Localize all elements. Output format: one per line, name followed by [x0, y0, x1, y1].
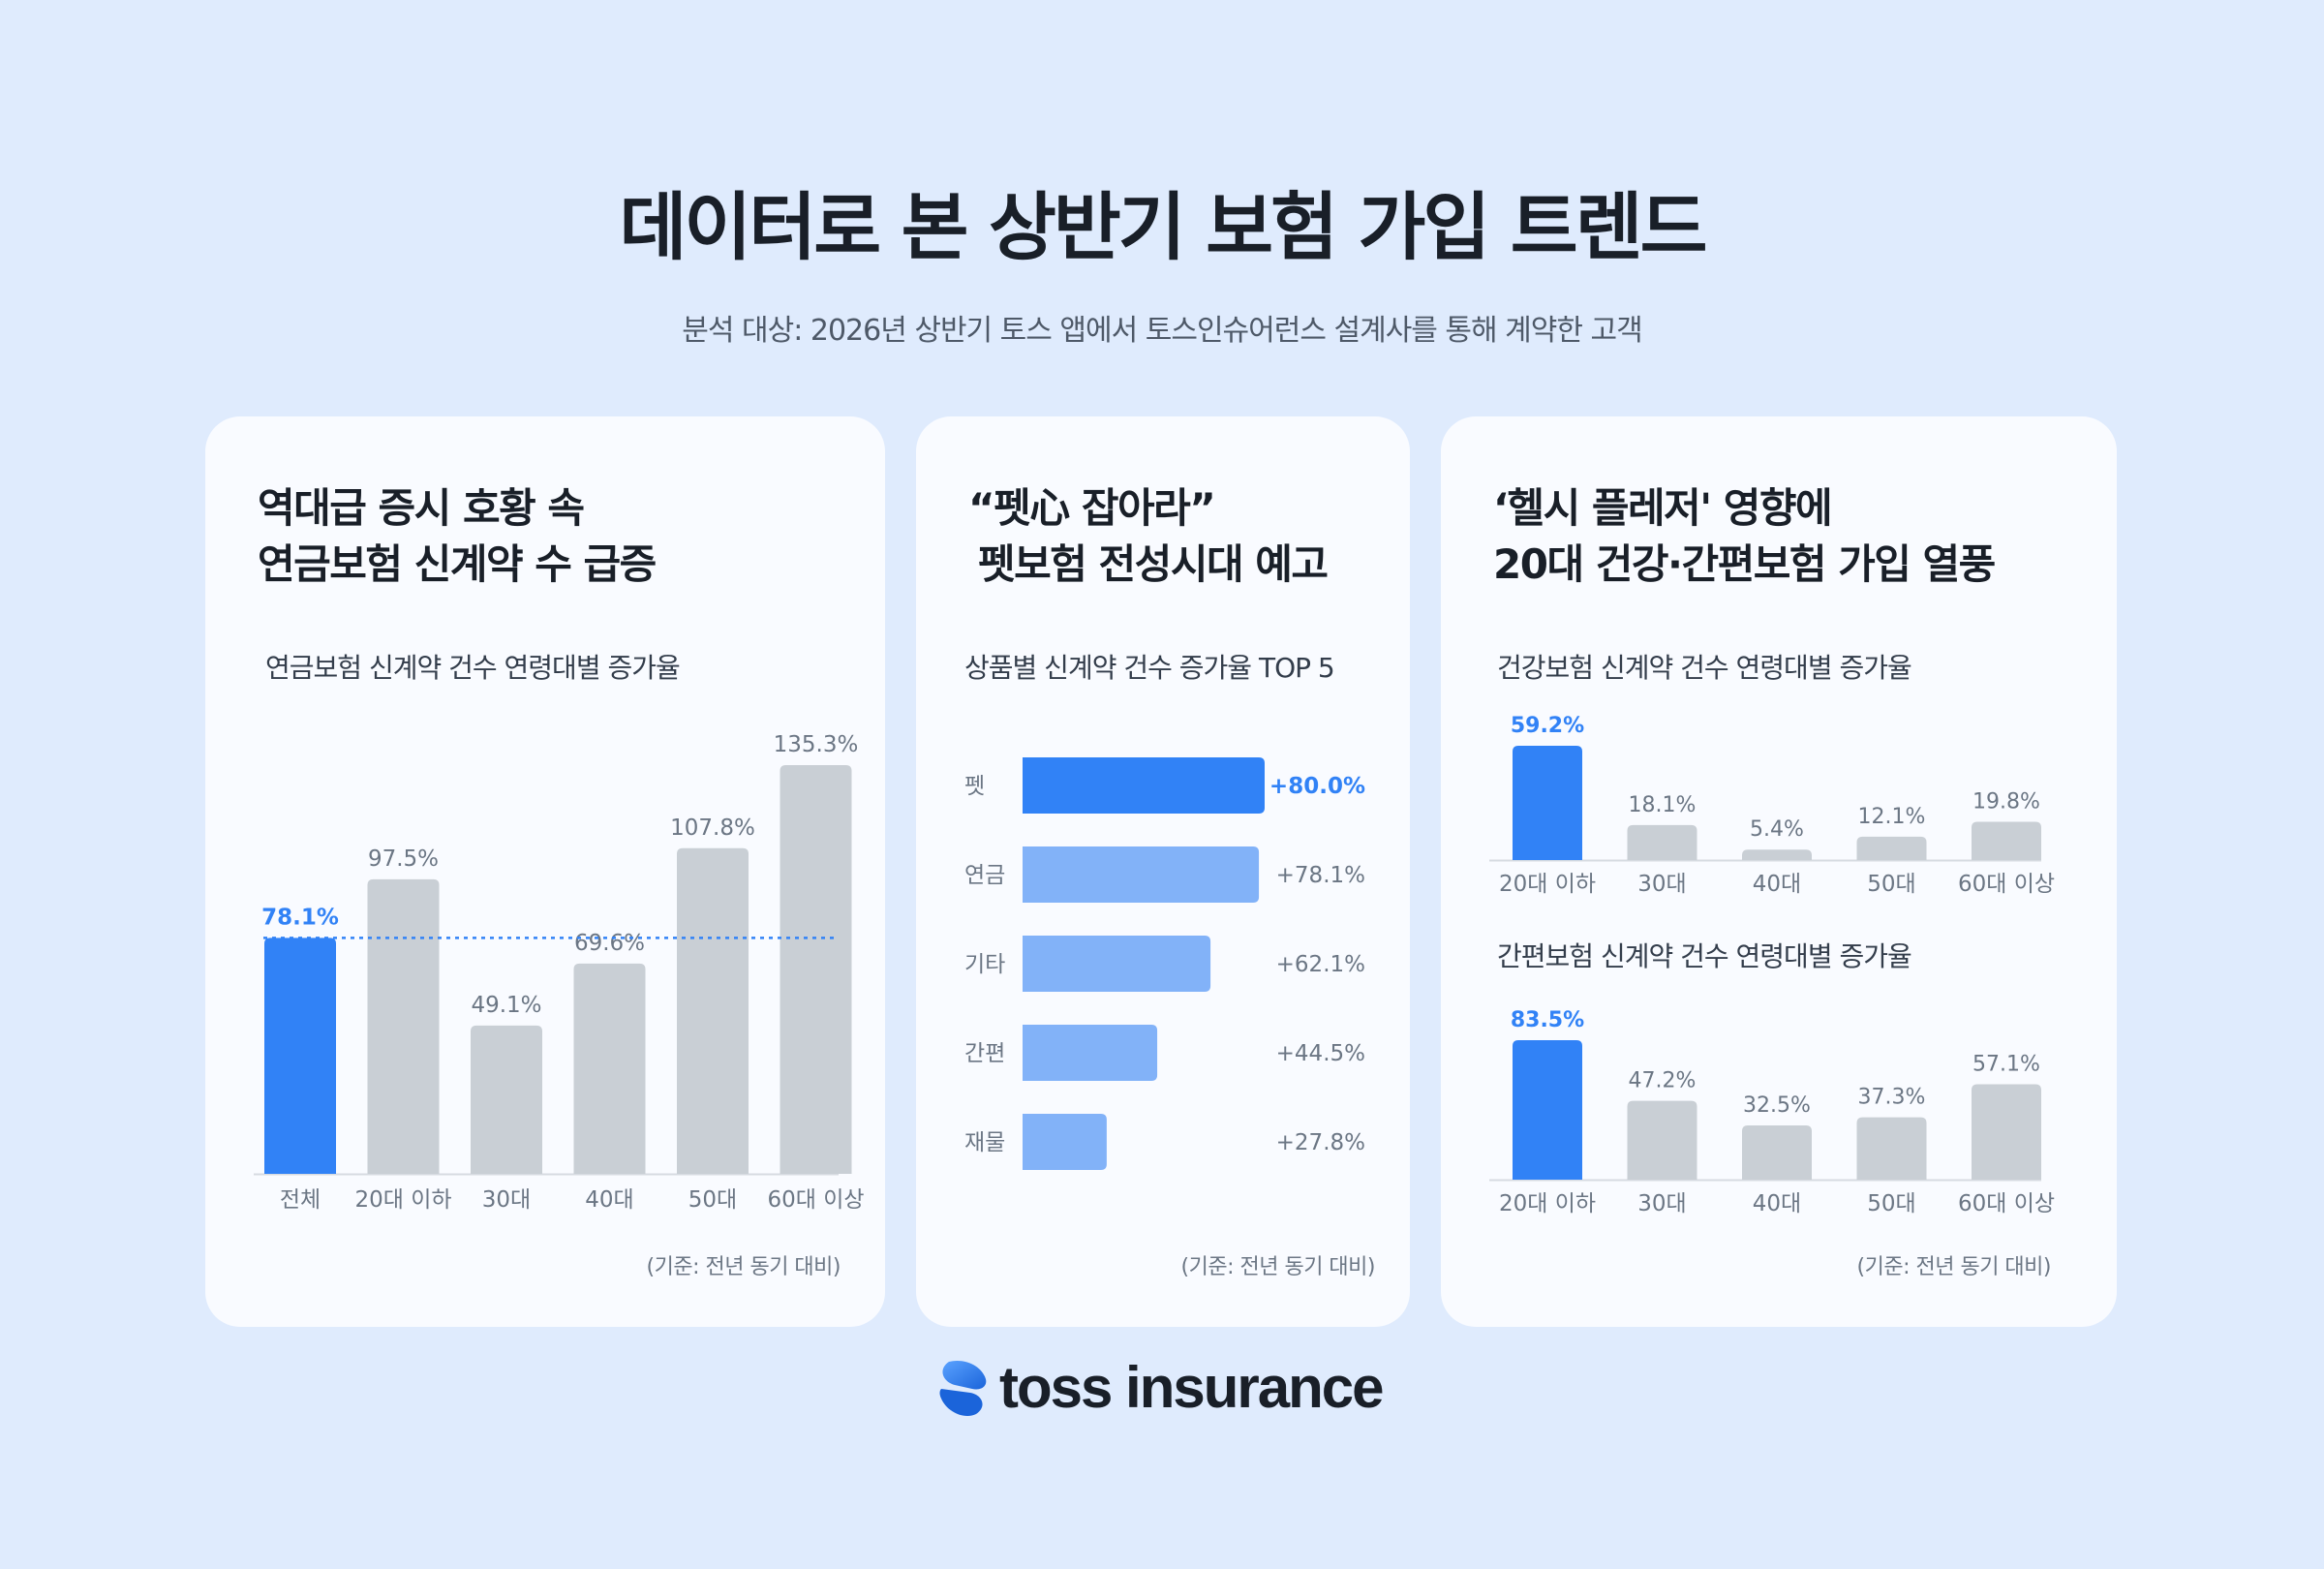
products-bar-chart: 펫 +80.0% 연금 +78.1% 기타 +62.1% 간편 +44.5% 재물 +27.8% — [964, 757, 1365, 1170]
bar-40대 — [1742, 1124, 1812, 1180]
data-label: 59.2% — [1511, 714, 1584, 738]
x-tick-label: 30대 — [1637, 1191, 1686, 1216]
x-tick-label: 30대 — [482, 1187, 531, 1213]
y-tick-label: 재물 — [964, 1130, 1005, 1155]
bar-기타 — [1023, 936, 1211, 992]
chart-title: 연금보험 신계약 건수 연령대별 증가율 — [265, 652, 681, 684]
x-tick-label: 20대 이하 — [1499, 872, 1596, 897]
bar-20대 이하 — [1513, 1040, 1582, 1180]
card-title: “펫心 잡아라” 펫보험 전성시대 예고 — [968, 480, 1329, 593]
chart-title: 건강보험 신계약 건수 연령대별 증가율 — [1497, 652, 1912, 684]
bar-60대 이상 — [1972, 1084, 2041, 1180]
card-title: ‘헬시 플레저' 영향에 20대 건강·간편보험 가입 열풍 — [1493, 480, 1996, 593]
brand-logo: toss insurance — [932, 1352, 1396, 1424]
data-label: +78.1% — [1276, 863, 1365, 888]
toss-logo-icon — [939, 1360, 987, 1417]
chart-title: 간편보험 신계약 건수 연령대별 증가율 — [1497, 940, 1912, 972]
bar-30대 — [1627, 824, 1697, 860]
footnote: (기준: 전년 동기 대비) — [1180, 1255, 1376, 1279]
bar-전체 — [264, 938, 336, 1174]
card-title-line: 연금보험 신계약 수 급증 — [258, 540, 657, 588]
bar-펫 — [1023, 757, 1265, 814]
x-tick-label: 40대 — [1753, 1191, 1801, 1216]
bar-50대 — [1856, 1117, 1927, 1180]
bar-간편 — [1023, 1025, 1158, 1081]
bar-20대 이하 — [1513, 746, 1582, 860]
card-title-line: 20대 건강·간편보험 가입 열풍 — [1493, 540, 1996, 588]
y-tick-label: 간편 — [964, 1041, 1005, 1066]
x-tick-label: 20대 이하 — [354, 1187, 451, 1213]
x-tick-label: 전체 — [280, 1187, 321, 1213]
x-tick-label: 60대 이상 — [767, 1187, 864, 1213]
bar-50대 — [677, 847, 749, 1174]
card-title-line: ‘헬시 플레저' 영향에 — [1493, 484, 1833, 532]
bar-20대 이하 — [367, 878, 440, 1174]
bar-30대 — [471, 1025, 542, 1174]
bar-30대 — [1627, 1100, 1697, 1180]
card-title-line: 역대급 증시 호황 속 — [258, 484, 585, 532]
page-subtitle: 분석 대상: 2026년 상반기 토스 앱에서 토스인슈어런스 설계사를 통해 … — [682, 314, 1642, 348]
footnote: (기준: 전년 동기 대비) — [1856, 1255, 2052, 1279]
x-tick-label: 60대 이상 — [1958, 1191, 2055, 1216]
x-tick-label: 40대 — [585, 1187, 633, 1213]
page-title: 데이터로 본 상반기 보험 가입 트렌드 — [619, 184, 1707, 270]
card-title: 역대급 증시 호황 속 연금보험 신계약 수 급증 — [258, 480, 657, 593]
bar-40대 — [573, 963, 646, 1174]
card-health: ‘헬시 플레저' 영향에 20대 건강·간편보험 가입 열풍 건강보험 신계약 … — [1441, 416, 2117, 1327]
chart-title: 상품별 신계약 건수 증가율 TOP 5 — [964, 652, 1335, 684]
data-label: 83.5% — [1511, 1008, 1584, 1032]
data-label: +80.0% — [1269, 774, 1365, 799]
x-tick-label: 50대 — [1867, 872, 1915, 897]
data-label: 107.8% — [670, 815, 755, 841]
bar-60대 이상 — [1972, 821, 2041, 860]
data-label: 19.8% — [1972, 790, 2040, 815]
data-label: 47.2% — [1629, 1069, 1697, 1093]
annuity-bar-chart: 78.1% 전체 97.5% 20대 이하 49.1% 30대 69.6% 40대 107.8%… — [254, 732, 865, 1213]
bar-재물 — [1023, 1114, 1107, 1170]
data-label: +27.8% — [1276, 1130, 1365, 1155]
y-tick-label: 펫 — [964, 774, 985, 799]
x-tick-label: 50대 — [688, 1187, 737, 1213]
data-label: 18.1% — [1629, 793, 1697, 817]
logo-text: toss insurance — [999, 1355, 1384, 1420]
card-title-line: 펫보험 전성시대 예고 — [978, 540, 1329, 588]
data-label: 5.4% — [1750, 817, 1804, 842]
bar-60대 이상 — [780, 765, 852, 1174]
data-label: 32.5% — [1743, 1093, 1811, 1118]
x-tick-label: 40대 — [1753, 872, 1801, 897]
x-tick-label: 50대 — [1867, 1191, 1915, 1216]
data-label: 12.1% — [1858, 805, 1926, 829]
data-label: +44.5% — [1276, 1041, 1365, 1066]
x-tick-label: 20대 이하 — [1499, 1191, 1596, 1216]
data-label: 49.1% — [471, 993, 541, 1018]
bar-50대 — [1856, 836, 1927, 860]
x-tick-label: 60대 이상 — [1958, 872, 2055, 897]
data-label: 135.3% — [774, 732, 859, 757]
card-pet: “펫心 잡아라” 펫보험 전성시대 예고 상품별 신계약 건수 증가율 TOP … — [916, 416, 1410, 1327]
bar-40대 — [1742, 849, 1812, 860]
card-title-line: “펫心 잡아라” — [968, 484, 1216, 532]
bar-연금 — [1023, 846, 1260, 903]
data-label: 97.5% — [368, 846, 439, 872]
footnote: (기준: 전년 동기 대비) — [646, 1255, 841, 1279]
y-tick-label: 기타 — [964, 952, 1005, 977]
data-label: +62.1% — [1276, 952, 1365, 977]
data-label: 78.1% — [261, 905, 339, 930]
x-tick-label: 30대 — [1637, 872, 1686, 897]
data-label: 69.6% — [574, 931, 645, 956]
data-label: 37.3% — [1858, 1086, 1926, 1110]
health-bar-chart: 59.2% 20대 이하 18.1% 30대 5.4% 40대 12.1% 50대 19.8% 6… — [1489, 714, 2055, 1216]
data-label: 57.1% — [1972, 1053, 2040, 1077]
y-tick-label: 연금 — [964, 863, 1005, 888]
header: 데이터로 본 상반기 보험 가입 트렌드 분석 대상: 2026년 상반기 토스… — [0, 174, 2324, 349]
card-annuity: 역대급 증시 호황 속 연금보험 신계약 수 급증 연금보험 신계약 건수 연령… — [205, 416, 885, 1327]
